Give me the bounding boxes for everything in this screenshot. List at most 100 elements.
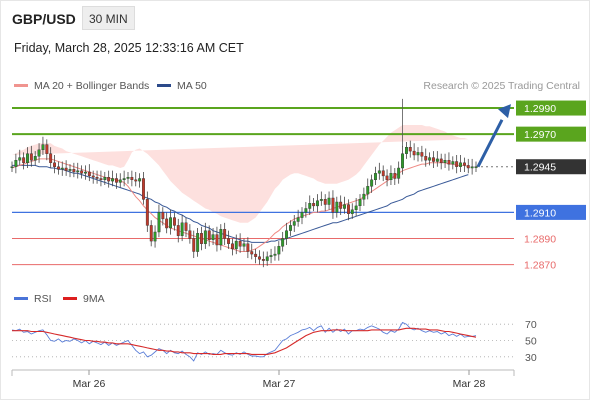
forecast-arrow-shaft [476, 119, 504, 168]
timestamp: Friday, March 28, 2025 12:33:16 AM CET [14, 41, 244, 55]
candle-body [68, 169, 72, 171]
candle-body [22, 157, 26, 164]
candle-body [60, 167, 64, 170]
ma50-swatch [157, 83, 171, 87]
candle-body [401, 153, 404, 169]
candle-body [14, 159, 18, 167]
candle-body [435, 158, 439, 162]
level-tag-1.2990 [516, 100, 586, 116]
ma20-swatch [14, 83, 28, 87]
legend-rsi: RSI [14, 293, 52, 305]
level-label-1.2990: 1.2990 [524, 103, 556, 115]
candle-body [362, 193, 366, 200]
candle-body [312, 203, 316, 207]
level-label-1.2890: 1.2890 [524, 233, 556, 245]
level-label-1.2945: 1.2945 [524, 162, 556, 174]
candle-body [172, 217, 176, 226]
candle-body [138, 178, 142, 182]
level-label-1.2910: 1.2910 [524, 207, 556, 219]
candle-body [72, 169, 76, 173]
candle-body [377, 170, 381, 174]
candle-body [466, 165, 470, 169]
candle-body [149, 225, 153, 242]
candle-body [250, 251, 254, 255]
candle-body [439, 158, 443, 163]
candle-body [474, 166, 478, 168]
candle-body [343, 204, 346, 209]
legend-rsi-label: RSI [34, 293, 52, 305]
candle-body [83, 171, 87, 174]
candle-body [374, 173, 377, 181]
candle-body [281, 238, 285, 247]
candle-body [459, 162, 462, 167]
candle-body [207, 230, 211, 240]
candle-body [428, 157, 432, 161]
candle-body [199, 233, 203, 244]
candle-body [49, 153, 53, 163]
candle-body [45, 144, 49, 154]
candle-body [26, 153, 29, 163]
candle-body [366, 186, 370, 195]
candle-body [273, 253, 277, 256]
candle-body [76, 170, 80, 173]
candle-body [424, 156, 428, 161]
forecast-arrow-head [498, 104, 511, 119]
candle-body [296, 217, 300, 222]
x-label-Mar 28: Mar 28 [453, 378, 486, 390]
candle-body [157, 212, 161, 233]
timeframe-button[interactable]: 30 MIN [82, 6, 135, 30]
candle-body [176, 225, 180, 236]
candle-body [126, 176, 130, 179]
candle-body [99, 178, 103, 180]
rsi-swatch [14, 296, 28, 300]
candle-body [95, 176, 99, 179]
candle-body [265, 256, 269, 261]
candle-body [385, 175, 389, 180]
candle-body [18, 157, 22, 161]
candle-body [111, 178, 115, 182]
level-tag-1.2910 [516, 204, 586, 220]
candle-body [169, 217, 173, 229]
candle-body [33, 156, 37, 161]
level-tag-1.2970 [516, 126, 586, 142]
candle-body [211, 234, 215, 241]
candle-body [165, 218, 169, 229]
candle-body [319, 199, 323, 201]
candle-body [141, 178, 145, 200]
legend-ma20: MA 20 + Bollinger Bands [14, 80, 149, 92]
candle-body [53, 162, 56, 167]
candle-body [316, 200, 319, 207]
legend-9ma-label: 9MA [83, 293, 105, 305]
candle-body [107, 176, 111, 182]
candle-body [347, 204, 350, 214]
candle-body [470, 166, 474, 169]
candle-body [223, 229, 227, 239]
level-label-1.2870: 1.2870 [524, 260, 556, 272]
bollinger-band [12, 125, 469, 223]
candle-body [230, 243, 234, 250]
candle-body [114, 178, 118, 183]
candle-body [358, 199, 362, 207]
candle-body [292, 221, 296, 226]
candle-body [416, 152, 420, 156]
candle-body [184, 222, 188, 231]
legend-ma20-label: MA 20 + Bollinger Bands [34, 80, 150, 92]
legend-9ma: 9MA [63, 293, 105, 305]
rsi-series-9MA [12, 327, 477, 355]
candle-body [393, 173, 397, 179]
candle-body [215, 234, 219, 246]
candle-body [285, 230, 288, 239]
candle-body [308, 203, 312, 209]
candle-body [463, 162, 466, 166]
candle-body [254, 253, 258, 257]
candle-body [196, 233, 200, 252]
level-label-1.2970: 1.2970 [524, 129, 556, 141]
candle-body [134, 179, 138, 182]
candle-body [304, 208, 308, 213]
candle-body [238, 240, 242, 247]
candle-body [180, 222, 184, 237]
candle-body [323, 199, 327, 205]
candle-body [331, 197, 335, 213]
x-label-Mar 26: Mar 26 [73, 378, 106, 390]
